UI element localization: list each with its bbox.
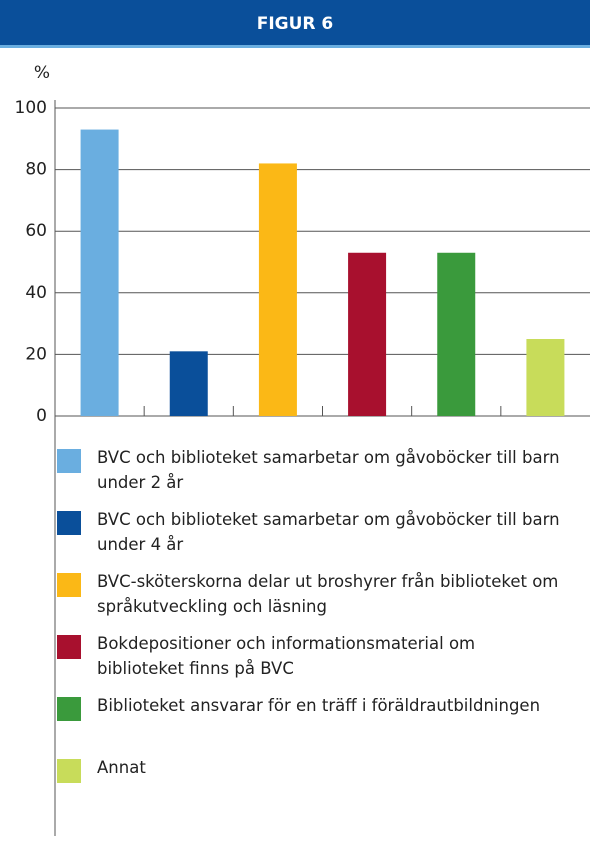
legend-swatch [57,573,81,597]
legend-entry: Annat [57,755,577,783]
bar [437,252,476,416]
header-bar [0,0,590,45]
legend-label: BVC-sköterskorna delar ut broshyrer från… [97,572,559,616]
legend-entry: BVC-sköterskorna delar ut broshyrer från… [57,569,577,619]
legend-swatch [57,511,81,535]
bar [80,129,119,416]
legend-label: BVC och biblioteket samarbetar om gåvobö… [97,510,560,554]
legend-entry: Bokdepositioner och informationsmaterial… [57,631,577,681]
legend-label: BVC och biblioteket samarbetar om gåvobö… [97,448,560,492]
legend-label: Biblioteket ansvarar för en träff i förä… [97,696,541,715]
y-tick-label: 100 [15,98,47,118]
legend-label: Bokdepositioner och informationsmaterial… [97,634,476,678]
legend-swatch [57,449,81,473]
header-rule [0,45,590,48]
y-tick-label: 60 [25,221,47,241]
y-tick-label: 40 [25,283,47,303]
chart-title: FIGUR 6 [257,14,334,34]
y-tick-label: 0 [36,406,47,426]
legend-entry: Biblioteket ansvarar för en träff i förä… [57,693,577,721]
y-axis-label: % [34,63,50,83]
legend-entry: BVC och biblioteket samarbetar om gåvobö… [57,507,577,557]
legend-label: Annat [97,758,146,777]
legend-swatch [57,697,81,721]
bar [169,351,208,416]
y-tick-label: 80 [25,160,47,180]
legend-swatch [57,635,81,659]
y-tick-label: 20 [25,344,47,364]
bar [526,339,565,416]
legend-entry: BVC och biblioteket samarbetar om gåvobö… [57,445,577,495]
bar [348,252,387,416]
bar [258,163,297,416]
legend-swatch [57,759,81,783]
